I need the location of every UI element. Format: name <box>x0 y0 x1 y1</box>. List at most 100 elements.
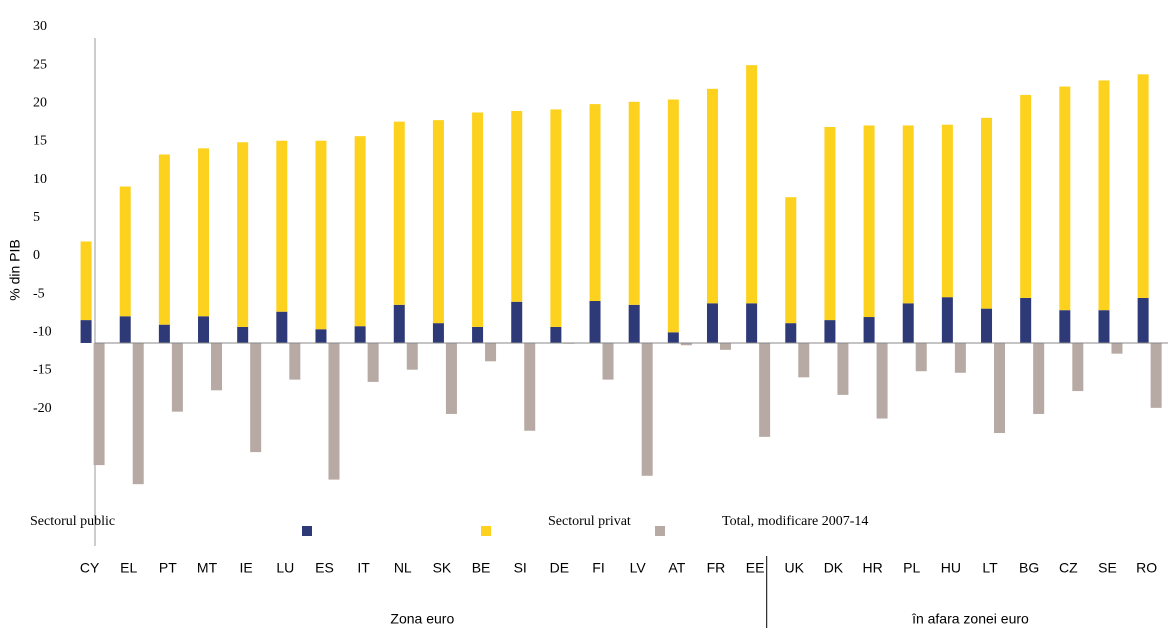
bar <box>863 317 875 343</box>
x-tick-label: MT <box>197 560 218 576</box>
x-tick-label: EE <box>746 560 765 576</box>
bar <box>472 326 484 343</box>
bar <box>393 304 405 343</box>
bar <box>628 304 640 343</box>
legend-swatch <box>655 526 665 536</box>
bar <box>1059 86 1071 311</box>
bar <box>445 342 457 414</box>
x-tick-label: UK <box>785 560 805 576</box>
bar <box>171 342 183 412</box>
bar <box>706 303 718 343</box>
group-label: în afara zonei euro <box>911 611 1029 627</box>
bar <box>746 65 758 304</box>
bar <box>1150 342 1162 408</box>
bar <box>602 342 614 380</box>
bar <box>432 120 444 324</box>
bar <box>824 126 836 321</box>
bar <box>785 197 797 324</box>
x-tick-label: LV <box>630 560 647 576</box>
bar <box>667 332 679 343</box>
bar <box>1137 297 1149 343</box>
bar <box>902 303 914 343</box>
bar <box>824 320 836 343</box>
x-tick-label: SK <box>433 560 452 576</box>
x-tick-label: SI <box>514 560 527 576</box>
bar <box>276 311 288 343</box>
bar <box>198 316 210 343</box>
bar <box>119 316 131 343</box>
bar <box>589 301 601 343</box>
x-tick-label: DE <box>550 560 569 576</box>
bar <box>680 342 692 346</box>
bar <box>719 342 731 350</box>
bar <box>759 342 771 437</box>
bar <box>954 342 966 373</box>
bar <box>1111 342 1123 354</box>
group-label: Zona euro <box>390 611 454 627</box>
y-axis-label: % din PIB <box>7 239 23 300</box>
bar <box>93 342 105 466</box>
x-tick-label: PT <box>159 560 177 576</box>
bar <box>641 342 653 476</box>
x-tick-label: IT <box>357 560 370 576</box>
bar <box>198 148 210 317</box>
x-tick-label: LT <box>982 560 998 576</box>
y-tick-label: 5 <box>33 210 40 225</box>
x-tick-label: SE <box>1098 560 1117 576</box>
bar <box>276 140 288 312</box>
bar <box>80 241 92 321</box>
bar <box>511 110 523 302</box>
bar <box>1072 342 1084 392</box>
bar <box>1020 297 1032 343</box>
bar <box>706 88 718 304</box>
bar <box>837 342 849 395</box>
bar <box>524 342 536 431</box>
y-tick-label: 15 <box>33 134 47 149</box>
x-tick-label: IE <box>240 560 253 576</box>
bar <box>289 342 301 380</box>
y-tick-label: -10 <box>33 325 52 340</box>
y-tick-label: 30 <box>33 19 47 34</box>
bar <box>132 342 144 485</box>
x-tick-label: CZ <box>1059 560 1078 576</box>
bar <box>1098 310 1110 343</box>
y-tick-label: 10 <box>33 172 47 187</box>
x-tick-label: FR <box>707 560 726 576</box>
bar <box>941 124 953 298</box>
bar <box>237 326 249 343</box>
legend-swatch <box>481 526 491 536</box>
bar <box>550 109 562 327</box>
x-tick-label: EL <box>120 560 137 576</box>
bar <box>119 186 131 317</box>
x-tick-label: FI <box>592 560 604 576</box>
bar <box>315 140 327 330</box>
bar <box>902 125 914 304</box>
bar <box>915 342 927 372</box>
bar <box>158 324 170 343</box>
y-tick-label: -20 <box>33 401 52 416</box>
bar <box>1033 342 1045 414</box>
bar <box>237 142 249 327</box>
x-tick-label: ES <box>315 560 334 576</box>
bar <box>406 342 418 370</box>
y-tick-label: 0 <box>33 248 40 263</box>
bar <box>981 308 993 343</box>
bar <box>485 342 497 362</box>
bar <box>158 154 170 325</box>
x-tick-label: PL <box>903 560 920 576</box>
x-tick-label: HR <box>862 560 882 576</box>
x-tick-label: DK <box>824 560 844 576</box>
x-tick-label: NL <box>394 560 412 576</box>
bar <box>981 117 993 309</box>
bar <box>941 297 953 343</box>
y-tick-label: -15 <box>33 363 52 378</box>
x-tick-label: BE <box>472 560 491 576</box>
bar <box>315 329 327 343</box>
y-tick-label: -5 <box>33 286 45 301</box>
bar <box>432 323 444 343</box>
bar <box>393 121 405 305</box>
x-tick-label: CY <box>80 560 100 576</box>
bar <box>667 99 679 333</box>
bar <box>328 342 340 480</box>
